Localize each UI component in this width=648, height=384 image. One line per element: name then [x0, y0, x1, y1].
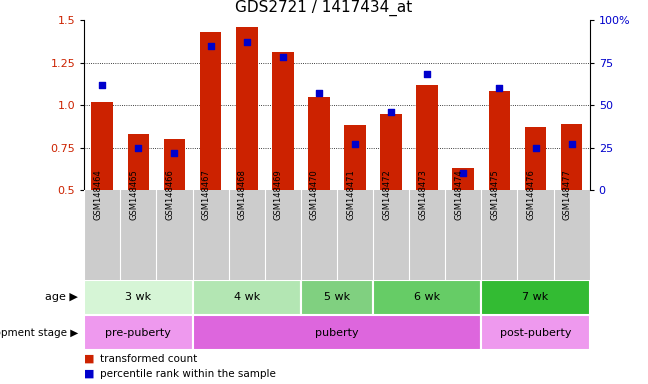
Bar: [489, 91, 510, 190]
Bar: [200, 32, 222, 190]
Bar: [561, 124, 583, 190]
Bar: [192, 280, 301, 315]
Text: 7 wk: 7 wk: [522, 293, 549, 303]
Text: 6 wk: 6 wk: [414, 293, 440, 303]
Point: [422, 71, 432, 78]
Text: GSM148469: GSM148469: [274, 169, 283, 220]
Text: GSM148467: GSM148467: [202, 169, 211, 220]
Text: GSM148466: GSM148466: [165, 169, 174, 220]
Text: ■: ■: [84, 354, 95, 364]
Point: [133, 144, 144, 151]
Point: [458, 170, 469, 176]
Text: 5 wk: 5 wk: [324, 293, 350, 303]
Text: GSM148464: GSM148464: [93, 169, 102, 220]
Text: post-puberty: post-puberty: [500, 328, 572, 338]
Bar: [236, 27, 257, 190]
Text: GSM148472: GSM148472: [382, 169, 391, 220]
Point: [277, 54, 288, 60]
Point: [97, 81, 108, 88]
Text: percentile rank within the sample: percentile rank within the sample: [100, 369, 276, 379]
Text: puberty: puberty: [315, 328, 359, 338]
Point: [350, 141, 360, 147]
Bar: [380, 114, 402, 190]
Text: 4 wk: 4 wk: [233, 293, 260, 303]
Text: age ▶: age ▶: [45, 293, 78, 303]
Bar: [452, 168, 474, 190]
Text: GSM148475: GSM148475: [491, 169, 500, 220]
Bar: [301, 280, 373, 315]
Bar: [525, 127, 546, 190]
Text: GSM148471: GSM148471: [346, 169, 355, 220]
Bar: [417, 84, 438, 190]
Text: GSM148476: GSM148476: [527, 169, 535, 220]
Point: [386, 109, 397, 115]
Point: [242, 39, 252, 45]
Bar: [91, 102, 113, 190]
Text: 3 wk: 3 wk: [125, 293, 152, 303]
Bar: [308, 96, 330, 190]
Bar: [481, 280, 590, 315]
Point: [314, 90, 324, 96]
Text: GSM148473: GSM148473: [418, 169, 427, 220]
Point: [566, 141, 577, 147]
Text: pre-puberty: pre-puberty: [106, 328, 171, 338]
Text: GSM148470: GSM148470: [310, 169, 319, 220]
Bar: [192, 315, 481, 350]
Text: GDS2721 / 1417434_at: GDS2721 / 1417434_at: [235, 0, 413, 16]
Bar: [164, 139, 185, 190]
Bar: [84, 315, 192, 350]
Bar: [344, 126, 366, 190]
Text: ■: ■: [84, 369, 95, 379]
Point: [494, 85, 505, 91]
Point: [169, 149, 179, 156]
Text: transformed count: transformed count: [100, 354, 198, 364]
Bar: [481, 315, 590, 350]
Bar: [84, 280, 192, 315]
Text: GSM148468: GSM148468: [238, 169, 247, 220]
Point: [530, 144, 540, 151]
Bar: [373, 280, 481, 315]
Text: GSM148474: GSM148474: [454, 169, 463, 220]
Bar: [128, 134, 149, 190]
Text: GSM148465: GSM148465: [130, 169, 139, 220]
Text: GSM148477: GSM148477: [562, 169, 572, 220]
Point: [205, 42, 216, 48]
Bar: [272, 52, 294, 190]
Text: development stage ▶: development stage ▶: [0, 328, 78, 338]
